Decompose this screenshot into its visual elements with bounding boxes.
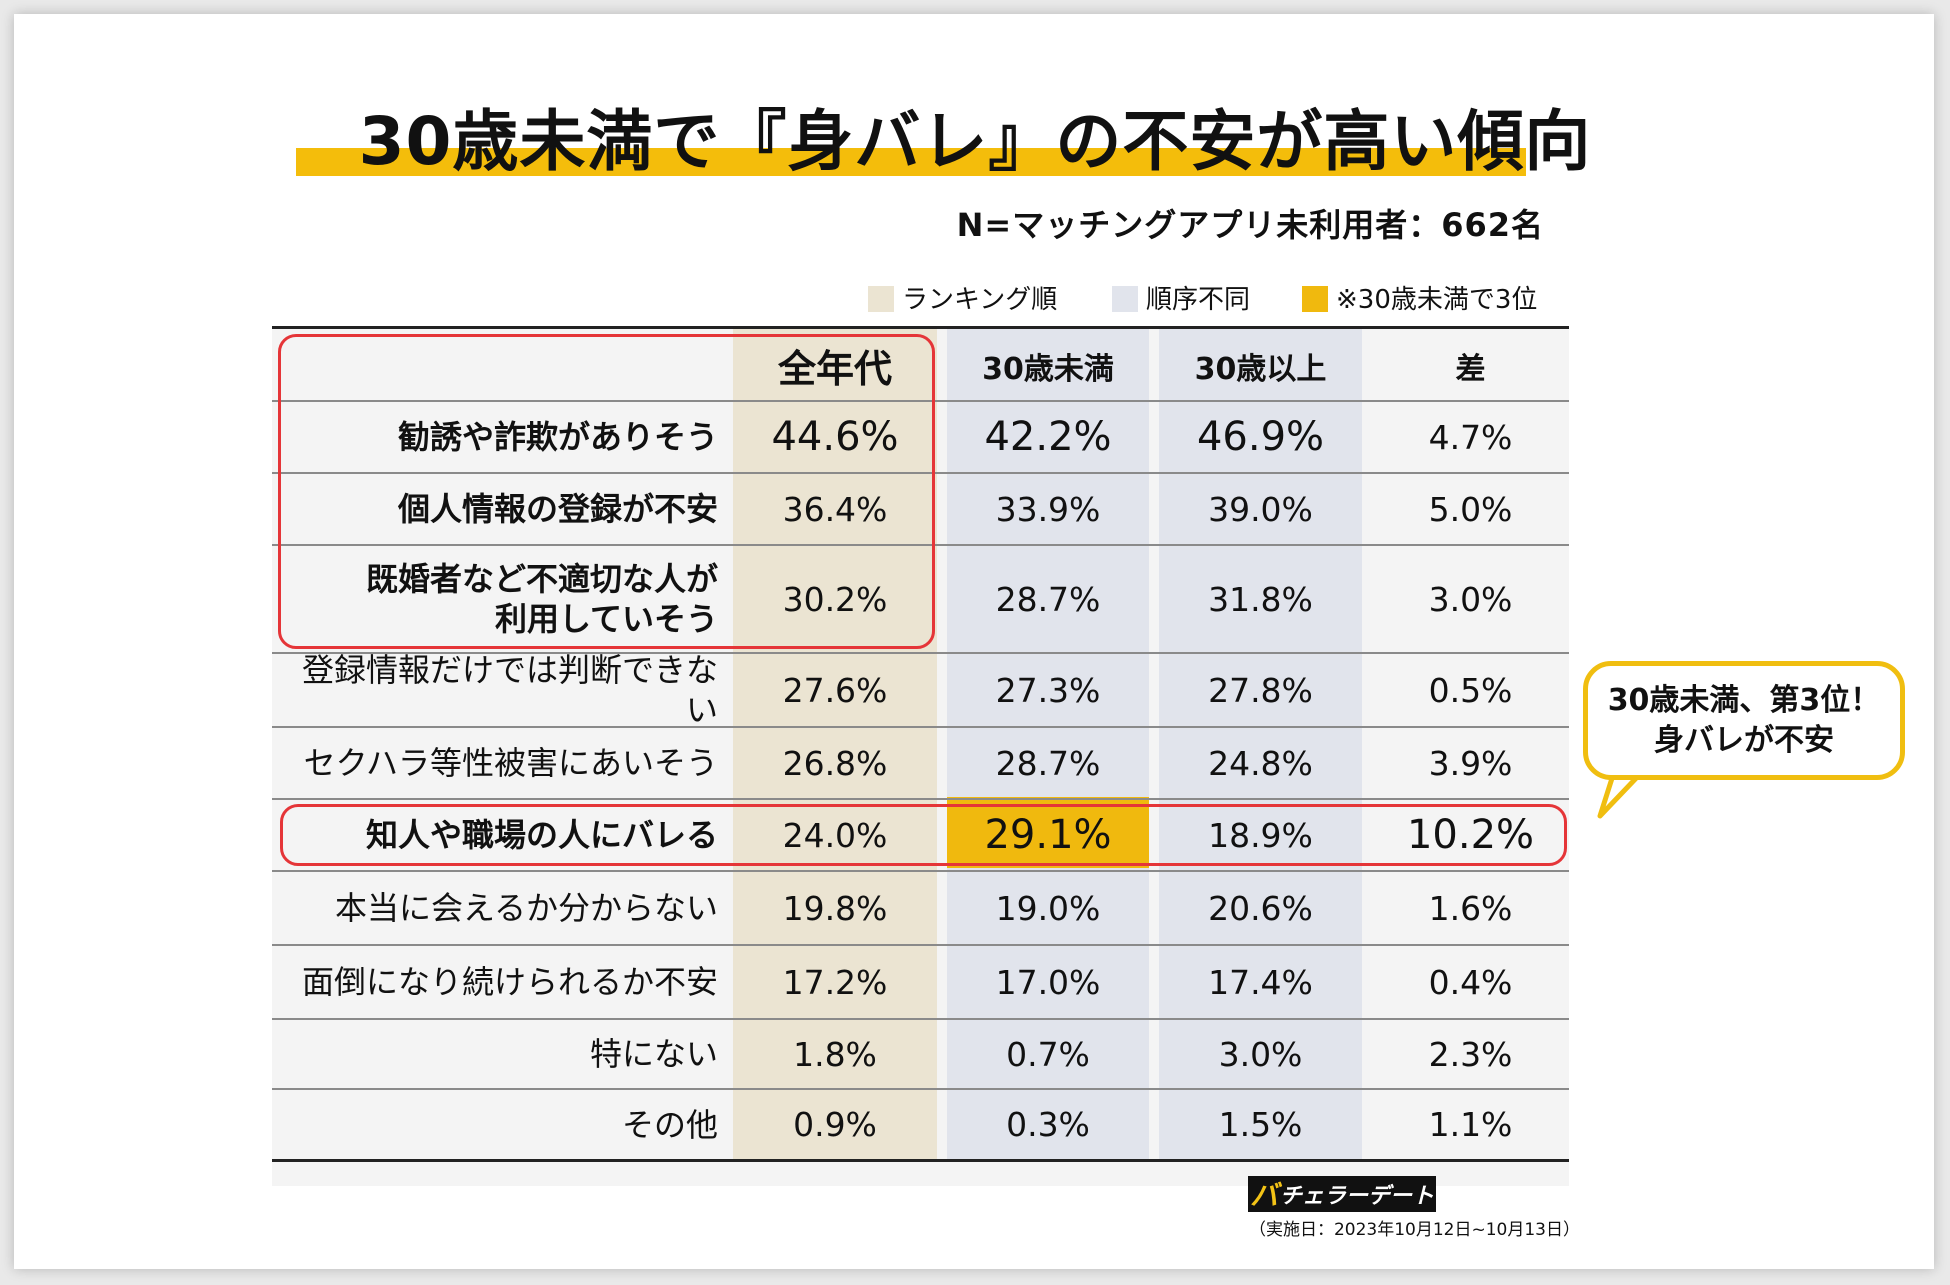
row-label: 登録情報だけでは判断できない bbox=[301, 651, 718, 729]
column-header: 30歳以上 bbox=[1194, 351, 1327, 387]
row-divider bbox=[272, 1018, 1569, 1020]
row-label-line: 既婚者など不適切な人が bbox=[365, 560, 718, 598]
legend-swatch-icon bbox=[1112, 286, 1138, 312]
highlight-row-red-frame bbox=[280, 804, 1567, 866]
table-cell: 0.3% bbox=[1006, 1105, 1090, 1144]
callout-line-2: 身バレが不安 bbox=[1654, 722, 1834, 758]
table-cell: 42.2% bbox=[984, 414, 1112, 460]
table-cell: 27.8% bbox=[1208, 670, 1313, 710]
legend-label: ランキング順 bbox=[902, 285, 1058, 315]
legend-label: 順序不同 bbox=[1146, 285, 1251, 315]
row-label-text: 既婚者など不適切な人が 利用していそう bbox=[366, 559, 718, 639]
row-label: 本当に会えるか分からない bbox=[334, 889, 718, 927]
table-cell: 1.1% bbox=[1428, 1105, 1513, 1144]
table-cell: 2.3% bbox=[1428, 1034, 1513, 1074]
row-label: その他 bbox=[621, 1105, 718, 1144]
table-cell: 3.0% bbox=[1428, 579, 1513, 619]
legend-item-ranking: ランキング順 bbox=[868, 283, 1057, 317]
column-header: 全年代 bbox=[777, 347, 892, 391]
table-cell: 17.2% bbox=[782, 962, 888, 1002]
row-divider bbox=[272, 944, 1569, 946]
column-bg-under-30 bbox=[947, 328, 1149, 1161]
legend-swatch-icon bbox=[868, 286, 894, 312]
table-cell: 44.6% bbox=[771, 414, 899, 460]
row-label-line: 利用していそう bbox=[494, 600, 718, 638]
row-divider bbox=[272, 400, 1569, 402]
row-divider bbox=[272, 652, 1569, 654]
table-cell: 1.6% bbox=[1428, 888, 1513, 928]
table-cell: 17.0% bbox=[995, 962, 1101, 1002]
highlight-cell bbox=[947, 797, 1149, 868]
table-cell: 27.3% bbox=[995, 670, 1101, 710]
row-divider bbox=[272, 544, 1569, 546]
legend-item-third: ※30歳未満で3位 bbox=[1302, 283, 1537, 317]
table-cell: 0.7% bbox=[1006, 1034, 1090, 1074]
row-divider bbox=[272, 798, 1569, 800]
legend: ランキング順 順序不同 ※30歳未満で3位 bbox=[0, 283, 1950, 323]
survey-date: （実施日：2023年10月12日~10月13日） bbox=[1248, 1220, 1580, 1240]
page-title: 30歳未満で『身バレ』の不安が高い傾向 bbox=[358, 103, 1592, 180]
legend-label: ※30歳未満で3位 bbox=[1336, 285, 1538, 315]
row-label: 勧誘や詐欺がありそう bbox=[397, 418, 718, 456]
table-cell: 0.4% bbox=[1428, 962, 1513, 1002]
row-divider bbox=[272, 726, 1569, 728]
table-cell: 19.0% bbox=[995, 888, 1101, 928]
table-bottom-rule bbox=[272, 1159, 1569, 1162]
row-divider bbox=[272, 870, 1569, 872]
table-top-rule bbox=[272, 326, 1569, 329]
row-label: 既婚者など不適切な人が 利用していそう bbox=[272, 545, 728, 653]
table-cell: 39.0% bbox=[1208, 489, 1313, 529]
row-divider bbox=[272, 1088, 1569, 1090]
legend-swatch-icon bbox=[1302, 286, 1328, 312]
table-cell: 28.7% bbox=[995, 743, 1101, 783]
table-cell: 24.0% bbox=[782, 815, 888, 855]
table-cell: 4.7% bbox=[1428, 417, 1513, 457]
table-cell: 31.8% bbox=[1208, 579, 1313, 619]
legend-item-unordered: 順序不同 bbox=[1112, 283, 1250, 317]
table-cell: 36.4% bbox=[782, 489, 888, 529]
table-cell: 28.7% bbox=[995, 579, 1101, 619]
table-cell: 3.9% bbox=[1428, 743, 1513, 783]
table-cell: 18.9% bbox=[1208, 815, 1313, 855]
column-header: 30歳未満 bbox=[982, 351, 1114, 387]
table-cell: 20.6% bbox=[1208, 888, 1313, 928]
column-header: 差 bbox=[1455, 351, 1486, 387]
row-label: 特にない bbox=[589, 1035, 718, 1073]
sample-size-note: N=マッチングアプリ未利用者：662名 bbox=[956, 206, 1544, 244]
brand-name: チェラーデート bbox=[1280, 1184, 1435, 1209]
title-highlight-bar bbox=[296, 148, 1526, 176]
table-cell: 26.8% bbox=[782, 743, 888, 783]
table-cell: 17.4% bbox=[1208, 962, 1313, 1002]
table-cell: 46.9% bbox=[1196, 414, 1325, 460]
table-cell: 5.0% bbox=[1428, 489, 1513, 529]
row-label: 面倒になり続けられるか不安 bbox=[301, 963, 718, 1001]
table-cell: 30.2% bbox=[782, 579, 888, 619]
table-cell: 24.8% bbox=[1208, 743, 1313, 783]
table-cell: 0.9% bbox=[793, 1105, 877, 1144]
row-label: セクハラ等性被害にあいそう bbox=[303, 744, 718, 782]
table-cell: 19.8% bbox=[782, 888, 888, 928]
table-cell: 29.1% bbox=[984, 812, 1112, 858]
table-cell: 33.9% bbox=[995, 489, 1101, 529]
brand-mark: バ bbox=[1249, 1179, 1278, 1212]
row-label: 個人情報の登録が不安 bbox=[397, 490, 718, 528]
brand-logo: バチェラーデート bbox=[1248, 1176, 1436, 1212]
top3-red-frame bbox=[278, 334, 935, 649]
column-bg-all-ages bbox=[733, 328, 937, 1161]
table-cell: 3.0% bbox=[1218, 1034, 1303, 1074]
table-cell: 27.6% bbox=[782, 670, 888, 710]
table-cell: 10.2% bbox=[1406, 812, 1535, 858]
row-divider bbox=[272, 472, 1569, 474]
callout-line-1: 30歳未満、第3位！ bbox=[1607, 682, 1881, 718]
table-cell: 1.8% bbox=[793, 1034, 877, 1074]
table-cell: 1.5% bbox=[1218, 1105, 1303, 1144]
callout-bubble: 30歳未満、第3位！ 身バレが不安 bbox=[1583, 661, 1905, 780]
column-bg-over-30 bbox=[1159, 328, 1362, 1161]
row-label: 知人や職場の人にバレる bbox=[365, 816, 718, 854]
table-cell: 0.5% bbox=[1428, 670, 1513, 710]
